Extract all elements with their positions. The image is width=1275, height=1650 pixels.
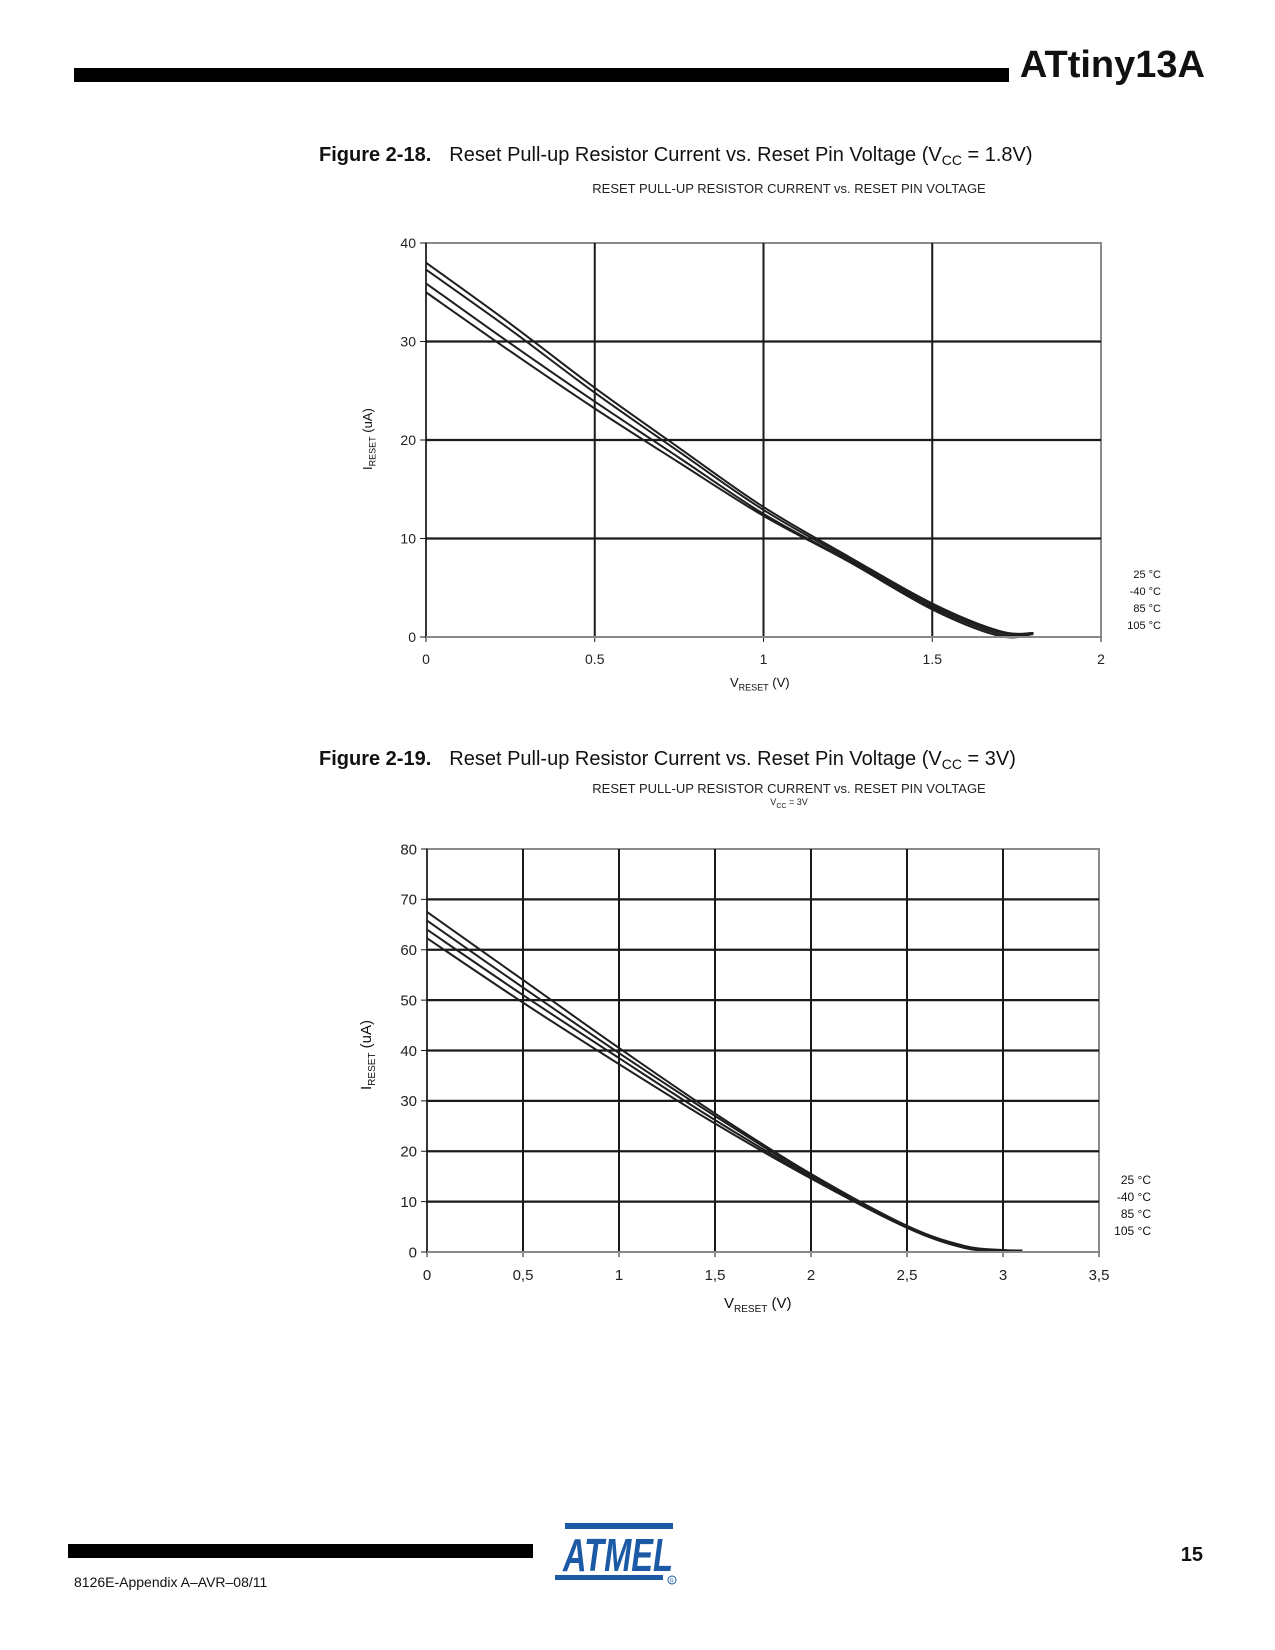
svg-text:0: 0	[422, 651, 430, 667]
chart-figure-2-19: 0 0,5 1 1,5 2 2,5 3 3,5 0 10 20 30 40 50 60 70 80	[400, 841, 1109, 1284]
figure-caption-2-19: Figure 2-19. Reset Pull-up Resistor Curre…	[319, 748, 1016, 772]
document-title: ATtiny13A	[1019, 44, 1205, 86]
svg-text:10: 10	[400, 1194, 417, 1211]
figure-number: Figure 2-18.	[319, 144, 432, 166]
figure-number: Figure 2-19.	[319, 748, 432, 770]
svg-text:1: 1	[615, 1267, 623, 1284]
x-axis-label: VRESET (V)	[730, 675, 790, 693]
svg-text:1.5: 1.5	[923, 651, 943, 667]
svg-text:1,5: 1,5	[705, 1267, 726, 1284]
legend-item: -40 °C	[1129, 586, 1161, 598]
figure-caption-2-18: Figure 2-18. Reset Pull-up Resistor Curre…	[319, 144, 1033, 168]
chart-axes: 0 0,5 1 1,5 2 2,5 3 3,5 0 10 20 30 40 50 60 70 80	[400, 841, 1109, 1284]
svg-text:40: 40	[400, 235, 416, 251]
svg-text:0,5: 0,5	[513, 1267, 534, 1284]
svg-text:80: 80	[400, 841, 417, 858]
chart-legend: 25 °C -40 °C 85 °C 105 °C	[1115, 567, 1161, 635]
svg-text:ATMEL: ATMEL	[562, 1529, 673, 1581]
caption-text: Reset Pull-up Resistor Current vs. Reset…	[449, 144, 942, 166]
svg-text:50: 50	[400, 992, 417, 1009]
page-number: 15	[1180, 1544, 1203, 1566]
atmel-logo-icon: ATMEL R	[555, 1523, 677, 1585]
svg-text:0: 0	[409, 1244, 417, 1261]
caption-text: Reset Pull-up Resistor Current vs. Reset…	[449, 748, 942, 770]
svg-text:0: 0	[408, 629, 416, 645]
legend-item: 105 °C	[1127, 620, 1161, 632]
y-axis-label: IRESET (uA)	[358, 1019, 378, 1090]
legend-item: 25 °C	[1120, 1173, 1151, 1187]
legend-item: 105 °C	[1114, 1224, 1151, 1238]
svg-text:2: 2	[1097, 651, 1105, 667]
chart-subtitle: VCC = 3V	[770, 797, 808, 810]
header-rule	[74, 68, 1009, 82]
svg-text:3,5: 3,5	[1089, 1267, 1110, 1284]
svg-text:R: R	[670, 1579, 674, 1585]
chart-series-lines	[425, 261, 1034, 639]
legend-item: 25 °C	[1133, 569, 1161, 581]
svg-text:0: 0	[423, 1267, 431, 1284]
chart-series-lines	[426, 911, 1023, 1253]
svg-text:40: 40	[400, 1043, 417, 1060]
legend-item: -40 °C	[1116, 1190, 1151, 1204]
svg-text:60: 60	[400, 942, 417, 959]
chart-title: RESET PULL-UP RESISTOR CURRENT vs. RESET…	[592, 181, 986, 196]
svg-text:30: 30	[400, 333, 416, 349]
x-axis-label: VRESET (V)	[724, 1295, 792, 1315]
svg-text:20: 20	[400, 432, 416, 448]
legend-item: 85 °C	[1120, 1207, 1151, 1221]
svg-text:70: 70	[400, 892, 417, 909]
chart-grid	[426, 848, 1100, 1253]
svg-text:3: 3	[999, 1267, 1007, 1284]
svg-text:1: 1	[760, 651, 768, 667]
svg-text:10: 10	[400, 530, 416, 546]
document-code: 8126E-Appendix A–AVR–08/11	[74, 1574, 268, 1590]
svg-text:2,5: 2,5	[897, 1267, 918, 1284]
footer-rule	[68, 1544, 533, 1558]
legend-item: 85 °C	[1133, 603, 1161, 615]
chart-title: RESET PULL-UP RESISTOR CURRENT vs. RESET…	[592, 781, 986, 796]
svg-text:20: 20	[400, 1144, 417, 1161]
svg-text:30: 30	[400, 1093, 417, 1110]
chart-legend: 25 °C -40 °C 85 °C 105 °C	[1105, 1172, 1151, 1240]
svg-text:0.5: 0.5	[585, 651, 605, 667]
svg-text:2: 2	[807, 1267, 815, 1284]
